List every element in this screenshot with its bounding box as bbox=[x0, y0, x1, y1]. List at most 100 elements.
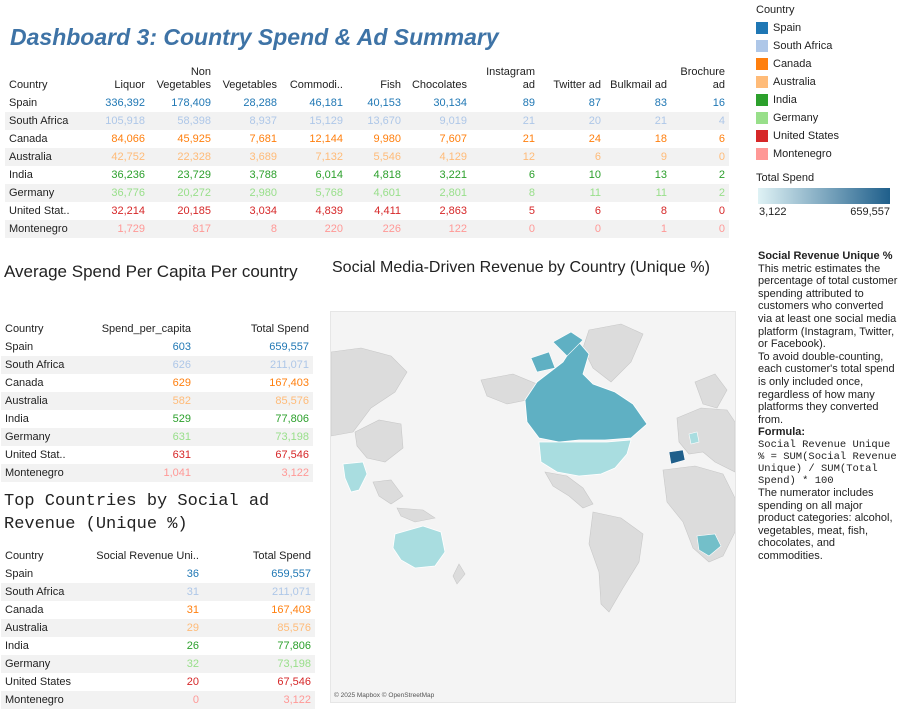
country-cell[interactable]: United Stat.. bbox=[9, 205, 70, 217]
value-cell[interactable]: 24 bbox=[588, 133, 601, 145]
value-cell[interactable]: 4 bbox=[671, 112, 729, 130]
value-cell[interactable]: 2 bbox=[718, 169, 725, 181]
value-cell[interactable]: 21 bbox=[522, 133, 535, 145]
value-cell[interactable]: 817 bbox=[149, 220, 215, 238]
value-cell[interactable]: 45,925 bbox=[177, 133, 211, 145]
value-cell[interactable]: 30,134 bbox=[433, 97, 467, 109]
per-capita-table[interactable]: Country Spend_per_capita Total Spend Spa… bbox=[1, 318, 313, 482]
social-top-row[interactable]: India 26 77,806 bbox=[1, 637, 315, 655]
per-capita-row[interactable]: South Africa 626 211,071 bbox=[1, 356, 313, 374]
value-cell[interactable]: 3,122 bbox=[203, 691, 315, 709]
summary-table-row[interactable]: Germany 36,776 20,272 2,980 5,768 4,601 2,801 8… bbox=[5, 184, 729, 202]
value-cell[interactable]: 8 bbox=[215, 220, 281, 238]
value-cell[interactable]: 8 bbox=[471, 184, 539, 202]
value-cell[interactable]: 85,576 bbox=[195, 392, 313, 410]
value-cell[interactable]: 36,776 bbox=[93, 184, 149, 202]
legend-item[interactable]: United States bbox=[756, 127, 902, 145]
legend-item[interactable]: Montenegro bbox=[756, 145, 902, 163]
value-cell[interactable]: 23,729 bbox=[177, 169, 211, 181]
summary-table-row[interactable]: Australia 42,752 22,328 3,689 7,132 5,546 4,12… bbox=[5, 148, 729, 166]
value-cell[interactable]: 31 bbox=[87, 583, 203, 601]
value-cell[interactable]: 529 bbox=[172, 413, 191, 425]
value-cell[interactable]: 0 bbox=[718, 205, 725, 217]
value-cell[interactable]: 18 bbox=[654, 133, 667, 145]
pc-col-header-total-spend[interactable]: Total Spend bbox=[250, 323, 309, 335]
value-cell[interactable]: 211,071 bbox=[195, 356, 313, 374]
value-cell[interactable]: 8 bbox=[660, 205, 667, 217]
country-cell[interactable]: Spain bbox=[5, 341, 34, 353]
summary-table-row[interactable]: Montenegro 1,729 817 8 220 226 122 0 0 1 0 bbox=[5, 220, 729, 238]
value-cell[interactable]: 20 bbox=[539, 112, 605, 130]
pc-col-header-spend-per-capita[interactable]: Spend_per_capita bbox=[101, 323, 191, 335]
legend-item[interactable]: South Africa bbox=[756, 37, 902, 55]
value-cell[interactable]: 2,863 bbox=[439, 205, 467, 217]
social-top-row[interactable]: Australia 29 85,576 bbox=[1, 619, 315, 637]
value-cell[interactable]: 6 bbox=[718, 133, 725, 145]
value-cell[interactable]: 2 bbox=[671, 184, 729, 202]
value-cell[interactable]: 84,066 bbox=[111, 133, 145, 145]
country-cell[interactable]: Germany bbox=[1, 428, 87, 446]
col-header-commodities[interactable]: Commodi.. bbox=[289, 79, 343, 91]
value-cell[interactable]: 3,122 bbox=[195, 464, 313, 482]
value-cell[interactable]: 582 bbox=[87, 392, 195, 410]
value-cell[interactable]: 211,071 bbox=[203, 583, 315, 601]
value-cell[interactable]: 9,019 bbox=[405, 112, 471, 130]
social-top-row[interactable]: Montenegro 0 3,122 bbox=[1, 691, 315, 709]
st-col-header-country[interactable]: Country bbox=[5, 550, 44, 562]
value-cell[interactable]: 32 bbox=[87, 655, 203, 673]
country-cell[interactable]: India bbox=[5, 640, 29, 652]
value-cell[interactable]: 20,185 bbox=[177, 205, 211, 217]
value-cell[interactable]: 7,681 bbox=[249, 133, 277, 145]
value-cell[interactable]: 73,198 bbox=[203, 655, 315, 673]
value-cell[interactable]: 32,214 bbox=[111, 205, 145, 217]
legend-item[interactable]: Australia bbox=[756, 73, 902, 91]
value-cell[interactable]: 16 bbox=[712, 97, 725, 109]
value-cell[interactable]: 9,980 bbox=[373, 133, 401, 145]
st-col-header-social-revenue[interactable]: Social Revenue Uni.. bbox=[96, 550, 199, 562]
value-cell[interactable]: 3,689 bbox=[215, 148, 281, 166]
value-cell[interactable]: 89 bbox=[522, 97, 535, 109]
value-cell[interactable]: 167,403 bbox=[271, 604, 311, 616]
country-cell[interactable]: South Africa bbox=[1, 583, 87, 601]
country-cell[interactable]: United States bbox=[5, 676, 72, 688]
value-cell[interactable]: 46,181 bbox=[309, 97, 343, 109]
value-cell[interactable]: 6,014 bbox=[315, 169, 343, 181]
value-cell[interactable]: 83 bbox=[654, 97, 667, 109]
pc-col-header-country[interactable]: Country bbox=[5, 323, 44, 335]
value-cell[interactable]: 626 bbox=[87, 356, 195, 374]
social-top-row[interactable]: South Africa 31 211,071 bbox=[1, 583, 315, 601]
value-cell[interactable]: 5,768 bbox=[281, 184, 347, 202]
country-cell[interactable]: Montenegro bbox=[1, 691, 87, 709]
value-cell[interactable]: 67,546 bbox=[277, 676, 311, 688]
value-cell[interactable]: 122 bbox=[405, 220, 471, 238]
value-cell[interactable]: 2,801 bbox=[405, 184, 471, 202]
value-cell[interactable]: 3,788 bbox=[249, 169, 277, 181]
value-cell[interactable]: 10 bbox=[588, 169, 601, 181]
country-cell[interactable]: Canada bbox=[5, 604, 44, 616]
value-cell[interactable]: 40,153 bbox=[367, 97, 401, 109]
value-cell[interactable]: 22,328 bbox=[149, 148, 215, 166]
country-cell[interactable]: Montenegro bbox=[5, 220, 93, 238]
value-cell[interactable]: 5,546 bbox=[347, 148, 405, 166]
value-cell[interactable]: 21 bbox=[605, 112, 671, 130]
value-cell[interactable]: 58,398 bbox=[149, 112, 215, 130]
value-cell[interactable]: 28,288 bbox=[243, 97, 277, 109]
value-cell[interactable]: 629 bbox=[172, 377, 191, 389]
per-capita-row[interactable]: Canada 629 167,403 bbox=[1, 374, 313, 392]
value-cell[interactable]: 4,818 bbox=[373, 169, 401, 181]
value-cell[interactable]: 31 bbox=[186, 604, 199, 616]
country-cell[interactable]: Spain bbox=[5, 568, 34, 580]
value-cell[interactable]: 0 bbox=[87, 691, 203, 709]
value-cell[interactable]: 0 bbox=[471, 220, 539, 238]
value-cell[interactable]: 8,937 bbox=[215, 112, 281, 130]
world-map[interactable]: © 2025 Mapbox © OpenStreetMap bbox=[330, 311, 736, 703]
value-cell[interactable]: 3,034 bbox=[249, 205, 277, 217]
social-top-row[interactable]: United States 20 67,546 bbox=[1, 673, 315, 691]
social-top-row[interactable]: Spain 36 659,557 bbox=[1, 565, 315, 583]
value-cell[interactable]: 13 bbox=[654, 169, 667, 181]
map-attribution[interactable]: © 2025 Mapbox © OpenStreetMap bbox=[334, 692, 435, 699]
legend-item[interactable]: India bbox=[756, 91, 902, 109]
country-cell[interactable]: South Africa bbox=[5, 112, 93, 130]
col-header-chocolates[interactable]: Chocolates bbox=[411, 79, 467, 91]
value-cell[interactable]: 226 bbox=[347, 220, 405, 238]
